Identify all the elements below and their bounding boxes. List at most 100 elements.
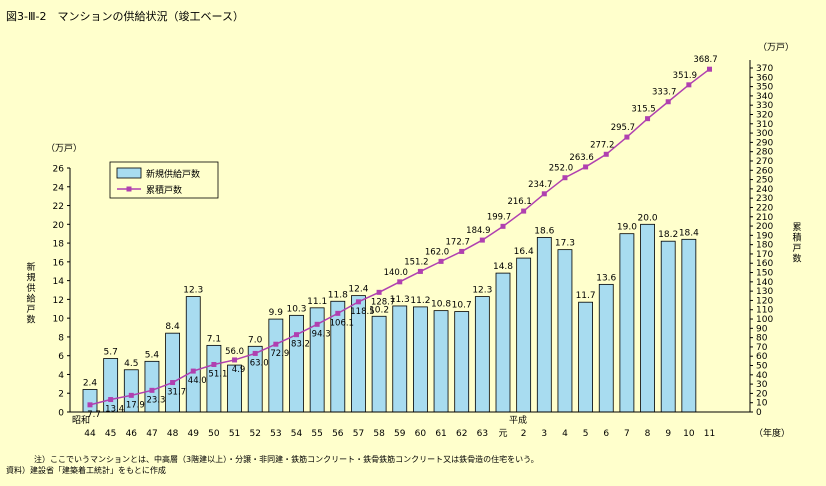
x-axis-suffix: （年度） [754,427,790,439]
left-axis-title-char: 供 [26,282,35,294]
right-tick-label: 270 [756,157,773,167]
right-axis-title-char: 数 [792,253,801,265]
bar-value-label: 19.0 [617,223,637,233]
x-tick-label: 44 [84,429,96,439]
line-value-label: 295.7 [611,123,635,133]
right-tick-label: 310 [756,120,773,130]
x-tick-label: 58 [373,429,385,439]
bar [392,305,408,413]
right-tick-label: 220 [756,203,773,213]
right-tick-label: 100 [756,315,773,325]
x-tick-label: 63 [477,429,488,439]
line-value-label: 13.4 [105,405,124,415]
bar [454,311,470,413]
bar-value-label: 18.6 [534,226,554,236]
line-value-label: 31.7 [167,388,186,398]
line-marker [376,289,382,295]
line-marker [190,368,196,374]
line-marker [645,116,651,122]
bar-value-label: 18.2 [658,230,678,240]
right-tick-label: 350 [756,83,773,93]
left-tick-label: 14 [53,277,65,287]
line-value-label: 7.7 [87,410,101,420]
line-value-label: 199.7 [487,212,511,222]
line-marker [603,151,609,157]
data-labels: 2.4 5.7 4.5 5.4 8.4 12.3 7.1 7.0 9.9 10.311.111.8… [83,55,718,420]
line-value-label: 263.6 [569,153,593,163]
line-marker [211,361,217,367]
right-axis-title-char: 戸 [792,243,801,254]
bar-value-label: 16.4 [514,247,534,257]
line-marker [252,350,258,356]
left-axis-title-char: 数 [26,314,35,326]
line-value-label: 94.3 [312,329,331,339]
right-tick-label: 110 [756,306,773,316]
x-tick-label: 6 [603,429,609,439]
bar-value-label: 4.5 [124,359,138,369]
bar [640,223,655,413]
line-value-label: 277.2 [590,140,614,150]
right-tick-label: 320 [756,110,773,120]
x-tick-label: 9 [665,429,671,439]
right-tick-label: 90 [756,324,768,334]
right-tick-label: 240 [756,185,773,195]
bar-value-label: 11.3 [390,295,410,305]
x-tick-label: 56 [332,429,344,439]
bar-value-label: 10.8 [431,300,451,310]
line-value-label: 4.9 [232,365,246,375]
right-tick-label: 290 [756,138,773,148]
bar-series [82,223,697,413]
right-tick-label: 150 [756,269,773,279]
line-marker [170,380,176,386]
right-tick-label: 170 [756,250,773,260]
right-tick-label: 300 [756,129,773,139]
right-tick-label: 360 [756,73,773,83]
line-value-label: 151.2 [404,257,428,267]
line-value-label: 63.0 [250,358,269,368]
right-tick-label: 40 [756,371,768,381]
bar-value-label: 14.8 [493,262,513,272]
line-series [87,66,712,408]
x-tick-label: 60 [415,429,427,439]
bar [371,315,387,413]
right-tick-label: 70 [756,343,768,353]
line-value-label: 162.0 [425,247,449,257]
bar [536,237,552,413]
bar-value-label: 12.4 [348,285,368,295]
bar [433,310,449,413]
right-tick-label: 210 [756,213,773,223]
left-axis-title: 新規供給戸数 [26,261,35,326]
line-value-label: 118.5 [350,307,374,317]
line-marker [624,134,630,140]
right-tick-label: 190 [756,231,773,241]
x-tick-label: 7 [624,429,630,439]
bar [185,296,201,413]
line-value-label: 83.2 [291,340,310,350]
bar-value-label: 11.2 [410,296,430,306]
line-marker [128,392,134,398]
bar [474,296,490,413]
right-tick-label: 160 [756,259,773,269]
line-marker [87,402,93,408]
bar [578,301,593,413]
legend-bar-swatch [116,167,142,179]
right-tick-label: 30 [756,380,768,390]
bar-value-label: 10.3 [286,304,306,314]
line-value-label: 23.3 [146,395,165,405]
legend: 新規供給戸数 累積戸数 [109,161,219,199]
line-value-label: 252.0 [549,164,573,174]
line-value-label: 333.7 [652,88,676,98]
right-axis-title: 累積戸数 [792,222,801,265]
line-marker [417,268,423,274]
bar [495,272,511,413]
left-tick-label: 26 [53,165,65,175]
right-axis-unit: （万戸） [758,42,794,53]
left-tick-label: 18 [53,240,65,250]
right-tick-label: 120 [756,296,773,306]
line-value-label: 172.7 [446,237,470,247]
bar [660,240,676,413]
left-tick-label: 8 [58,333,64,343]
line-value-label: 234.7 [528,180,552,190]
bar [557,249,573,413]
